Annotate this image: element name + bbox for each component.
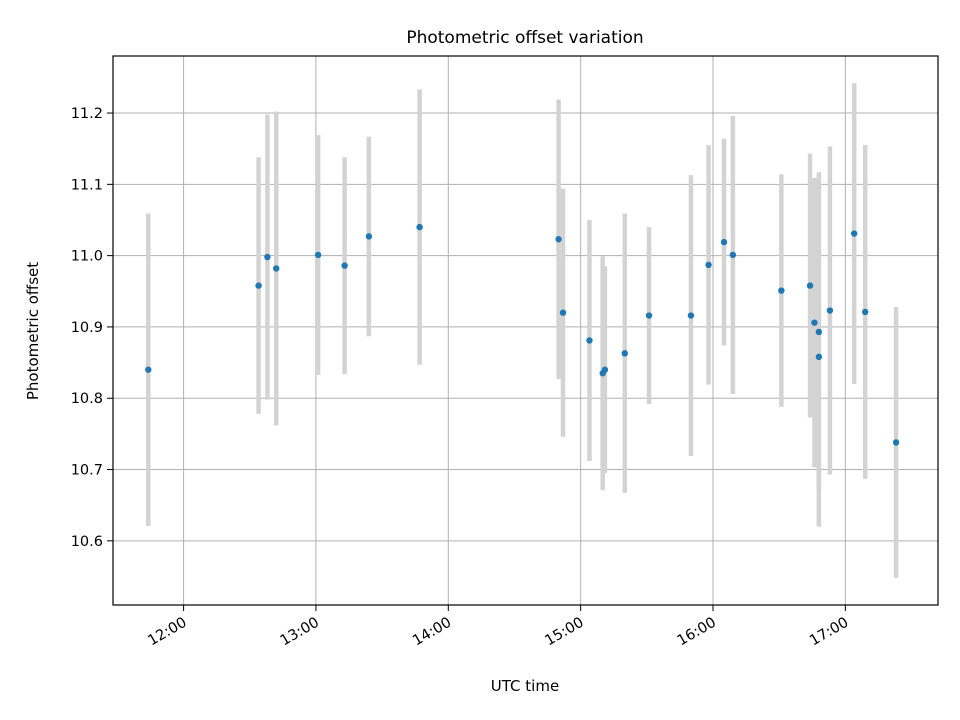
- data-point: [416, 223, 423, 231]
- data-point: [892, 439, 900, 446]
- y-tick-label: 10.8: [71, 391, 103, 407]
- y-tick-label: 11.2: [71, 106, 103, 122]
- data-point: [601, 366, 609, 373]
- data-point: [559, 309, 567, 316]
- data-point: [273, 265, 280, 272]
- data-point: [720, 238, 728, 246]
- data-point: [264, 253, 271, 261]
- data-points: [145, 223, 900, 446]
- data-point: [705, 261, 712, 269]
- data-point: [850, 230, 858, 237]
- data-point: [862, 308, 869, 316]
- y-axis-label: Photometric offset: [24, 262, 42, 400]
- data-point: [687, 312, 695, 319]
- y-tick-label: 10.6: [71, 534, 103, 550]
- data-point: [645, 312, 653, 319]
- y-tick-label: 11.1: [71, 177, 103, 193]
- data-point: [314, 251, 322, 259]
- data-point: [365, 233, 373, 240]
- y-axis-ticks: 10.6 10.7 10.8 10.9 11.0 11.1 11.2: [71, 106, 113, 550]
- data-point: [729, 251, 737, 259]
- x-axis-label: UTC time: [491, 677, 559, 695]
- plot-frame: [112, 55, 939, 606]
- data-point: [555, 236, 562, 243]
- data-point: [621, 350, 628, 357]
- data-point: [815, 328, 823, 336]
- chart-title: Photometric offset variation: [406, 28, 643, 48]
- y-tick-label: 10.9: [71, 320, 103, 336]
- data-point: [341, 262, 348, 269]
- data-point: [778, 287, 785, 294]
- data-point: [586, 337, 593, 344]
- data-point: [826, 307, 834, 314]
- y-tick-label: 10.7: [71, 463, 103, 479]
- data-point: [815, 353, 823, 361]
- y-tick-label: 11.0: [71, 249, 103, 265]
- data-point: [145, 366, 152, 373]
- data-point: [811, 319, 818, 326]
- data-point: [255, 282, 262, 289]
- data-point: [806, 282, 814, 289]
